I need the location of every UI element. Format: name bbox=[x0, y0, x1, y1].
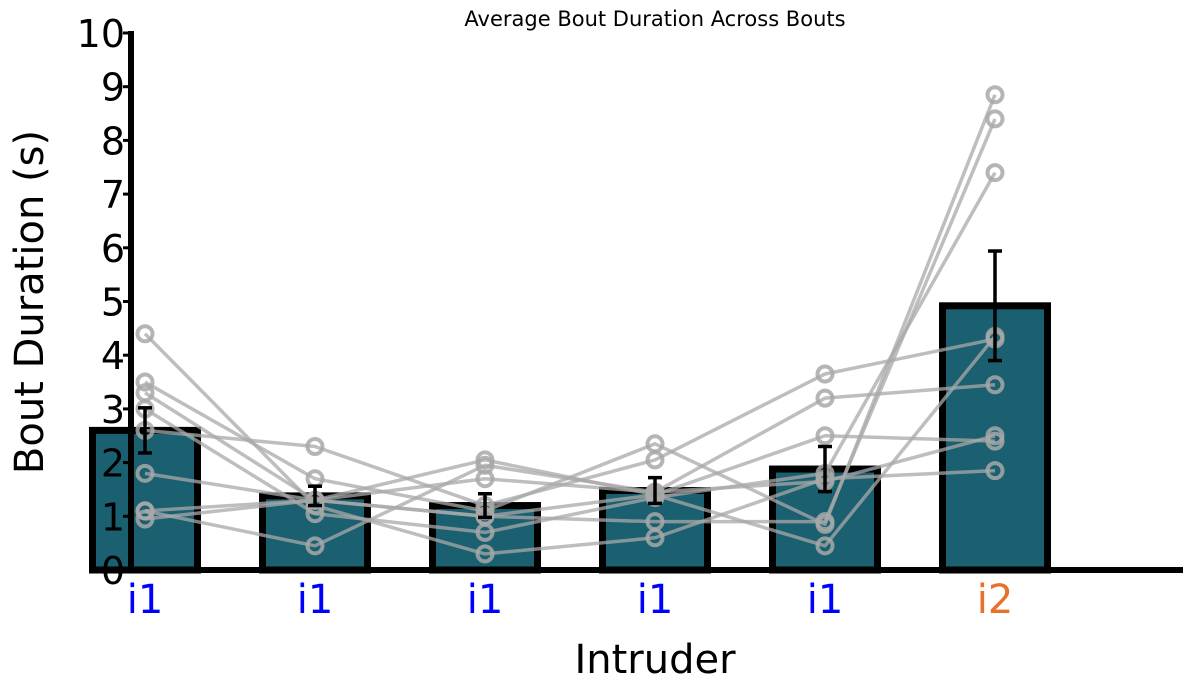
error-bar-5 bbox=[988, 249, 1002, 363]
subject-point-4-4 bbox=[815, 364, 835, 384]
subject-point-5-4 bbox=[815, 536, 835, 556]
subject-point-8-5 bbox=[985, 426, 1005, 446]
y-tick-label-0: 0 bbox=[101, 549, 125, 593]
y-tick-label-10: 10 bbox=[77, 12, 125, 56]
y-axis-title: Bout Duration (s) bbox=[7, 130, 53, 474]
subject-point-6-4 bbox=[815, 388, 835, 408]
x-tick-label-4: i1 bbox=[807, 577, 844, 623]
subject-line-1 bbox=[144, 94, 997, 527]
subject-point-6-5 bbox=[985, 375, 1005, 395]
x-tick-label-5: i2 bbox=[977, 577, 1014, 623]
subject-point-0-5 bbox=[985, 461, 1005, 481]
subject-point-2-5 bbox=[985, 109, 1005, 129]
subject-point-2-4 bbox=[815, 512, 835, 532]
error-bar-0 bbox=[138, 406, 152, 455]
y-tick-label-7: 7 bbox=[101, 173, 125, 217]
subject-point-1-5 bbox=[985, 85, 1005, 105]
y-tick-label-3: 3 bbox=[101, 388, 125, 432]
subject-line-0 bbox=[143, 332, 996, 556]
chart-title: Average Bout Duration Across Bouts bbox=[464, 7, 845, 31]
subject-line-4 bbox=[144, 337, 996, 508]
subject-point-3-5 bbox=[985, 163, 1005, 183]
subject-point-8-0 bbox=[135, 501, 155, 521]
error-bar-2 bbox=[478, 491, 492, 520]
axes-layer: 0 1 2 3 4 5 6 7 8 9 10 i1 i1 i1 i1 i1 i2 bbox=[77, 12, 1183, 623]
subject-line-8 bbox=[144, 434, 996, 513]
y-tick-label-1: 1 bbox=[101, 495, 125, 539]
subject-point-7-0 bbox=[135, 509, 155, 529]
subject-point-7-4 bbox=[815, 426, 835, 446]
x-tick-label-2: i1 bbox=[467, 577, 504, 623]
y-tick-label-4: 4 bbox=[101, 334, 125, 378]
y-tick-label-6: 6 bbox=[101, 227, 125, 271]
error-bar-1 bbox=[308, 484, 322, 508]
y-tick-label-5: 5 bbox=[101, 281, 125, 325]
subject-line-2 bbox=[144, 118, 997, 524]
error-bar-4 bbox=[818, 444, 832, 494]
subject-point-4-1 bbox=[305, 436, 325, 456]
subject-point-2-3 bbox=[645, 512, 665, 532]
subject-point-1-0 bbox=[135, 372, 155, 392]
error-bars-layer bbox=[138, 249, 1002, 520]
x-tick-label-1: i1 bbox=[297, 577, 334, 623]
subject-point-8-2 bbox=[475, 469, 495, 489]
subject-point-5-0 bbox=[135, 463, 155, 483]
subject-point-0-2 bbox=[475, 544, 495, 564]
x-axis-title: Intruder bbox=[574, 637, 736, 683]
subject-point-0-0 bbox=[135, 324, 155, 344]
error-bar-3 bbox=[648, 475, 662, 506]
subject-point-6-1 bbox=[305, 536, 325, 556]
y-tick-label-2: 2 bbox=[101, 442, 125, 486]
subject-point-7-2 bbox=[475, 450, 495, 470]
subject-point-4-3 bbox=[645, 450, 665, 470]
subject-line-5 bbox=[144, 335, 997, 548]
y-tick-label-9: 9 bbox=[101, 66, 125, 110]
x-tick-label-3: i1 bbox=[637, 577, 674, 623]
y-tick-label-8: 8 bbox=[101, 119, 125, 163]
x-tick-label-0: i1 bbox=[127, 577, 164, 623]
